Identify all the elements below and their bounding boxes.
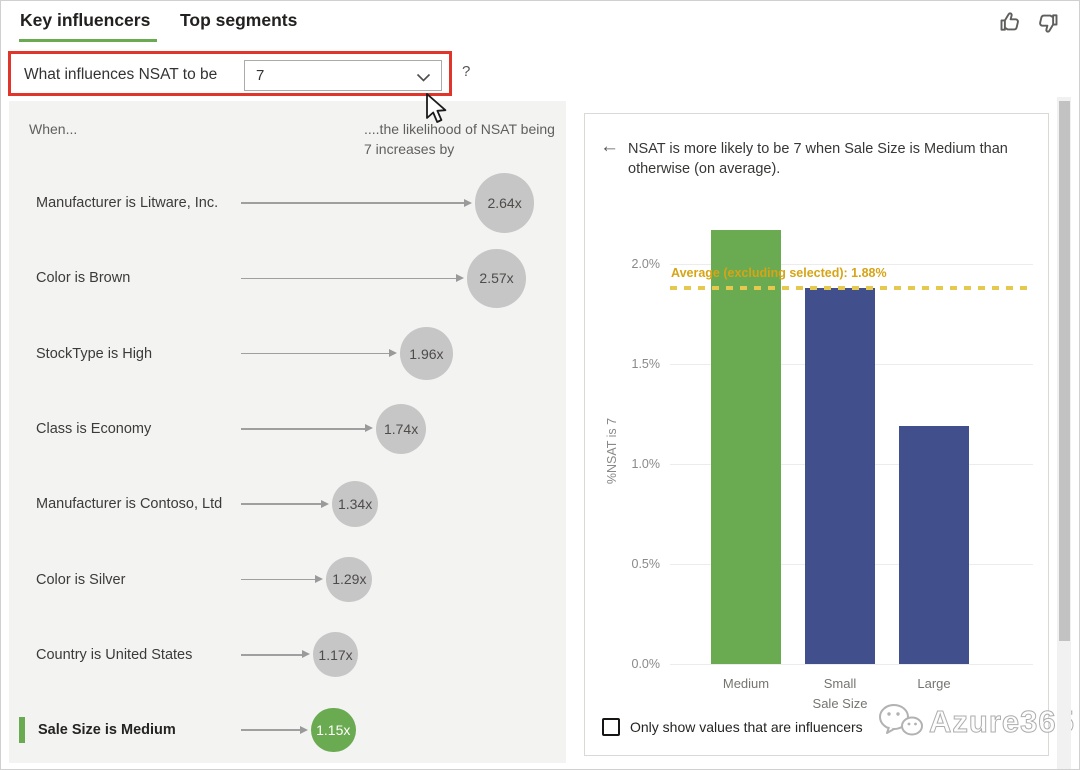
arrow-head-icon [315, 575, 324, 583]
chevron-down-icon [416, 73, 431, 82]
bar-large[interactable] [899, 426, 969, 664]
y-axis-tick-label: 1.0% [631, 457, 661, 471]
only-influencers-checkbox[interactable] [602, 718, 620, 736]
arrow-head-icon [300, 725, 308, 734]
bar-medium[interactable] [711, 230, 781, 664]
arrow-head-icon [364, 424, 373, 433]
influencer-label: StockType is High [36, 345, 153, 362]
influencer-arrow-line [241, 729, 300, 731]
x-axis-tick-label: Medium [722, 676, 770, 691]
influencer-label: Color is Brown [36, 270, 131, 287]
influencer-bubble[interactable]: 2.57x [467, 248, 526, 308]
help-question-mark[interactable]: ? [462, 63, 471, 80]
active-tab-underline [19, 39, 157, 42]
bar-small[interactable] [805, 288, 875, 664]
gridline [670, 264, 1033, 265]
target-value-dropdown[interactable]: 7 [244, 60, 442, 91]
x-axis-tick-label: Small [823, 676, 857, 691]
influencer-bubble[interactable]: 1.96x [400, 327, 453, 380]
influencer-bubble[interactable]: 1.17x [313, 632, 358, 678]
arrow-head-icon [302, 650, 311, 659]
x-axis-tick-label: Large [917, 676, 951, 691]
influencer-bubble[interactable]: 1.34x [331, 481, 379, 528]
influencer-arrow-line [241, 352, 390, 355]
gridline [670, 664, 1033, 665]
question-text: What influences NSAT to be [24, 66, 218, 83]
y-axis-tick-label: 2.0% [631, 257, 661, 271]
arrow-head-icon [389, 349, 398, 358]
influencers-panel: When... ....the likelihood of NSAT being… [9, 101, 566, 763]
scrollbar-thumb[interactable] [1059, 101, 1070, 641]
likelihood-header: ....the likelihood of NSAT being 7 incre… [364, 121, 555, 157]
arrow-head-icon [463, 198, 472, 207]
y-axis-title: %NSAT is 7 [605, 417, 619, 485]
y-axis-tick-label: 0.0% [631, 657, 661, 671]
chart-headline: NSAT is more likely to be 7 when Sale Si… [628, 141, 1008, 177]
influencer-bubble[interactable]: 2.64x [474, 173, 535, 233]
influencer-label: Country is United States [36, 646, 193, 663]
x-axis-title: Sale Size [812, 696, 868, 711]
influencer-arrow-line [241, 503, 321, 505]
thumb-down-icon[interactable] [1034, 9, 1061, 36]
tab-top-segments[interactable]: Top segments [180, 10, 298, 30]
checkbox-label: Only show values that are influencers [630, 719, 863, 735]
average-line-label: Average (excluding selected): 1.88% [671, 266, 887, 280]
influencer-arrow-line [241, 654, 303, 656]
influencer-bubble[interactable]: 1.74x [375, 403, 427, 455]
influencer-label: Manufacturer is Litware, Inc. [36, 195, 219, 211]
y-axis-tick-label: 0.5% [631, 557, 661, 571]
influencer-label: Manufacturer is Contoso, Ltd [36, 496, 223, 513]
question-bar-highlight: What influences NSAT to be 7 [8, 51, 452, 96]
influencer-label: Sale Size is Medium [38, 722, 176, 739]
tab-key-influencers[interactable]: Key influencers [20, 10, 151, 30]
arrow-head-icon [320, 499, 329, 508]
influencer-arrow-line [241, 277, 457, 280]
thumb-up-icon[interactable] [997, 9, 1024, 36]
average-line [670, 286, 1033, 290]
selected-row-indicator [19, 717, 25, 744]
dropdown-selected-value: 7 [256, 67, 265, 84]
influencer-label: Class is Economy [36, 420, 152, 437]
influencer-bubble[interactable]: 1.15x [311, 707, 356, 753]
influencer-arrow-line [241, 578, 316, 581]
influencer-arrow-line [241, 202, 464, 204]
influencer-label: Color is Silver [36, 571, 126, 588]
influencer-arrow-line [241, 428, 365, 430]
influencer-bubble[interactable]: 1.29x [326, 556, 373, 603]
y-axis-tick-label: 1.5% [631, 357, 661, 371]
detail-panel: ← NSAT is more likely to be 7 when Sale … [584, 113, 1049, 756]
back-arrow-icon[interactable]: ← [600, 136, 619, 157]
when-header: When... [29, 121, 78, 137]
arrow-head-icon [456, 273, 465, 282]
